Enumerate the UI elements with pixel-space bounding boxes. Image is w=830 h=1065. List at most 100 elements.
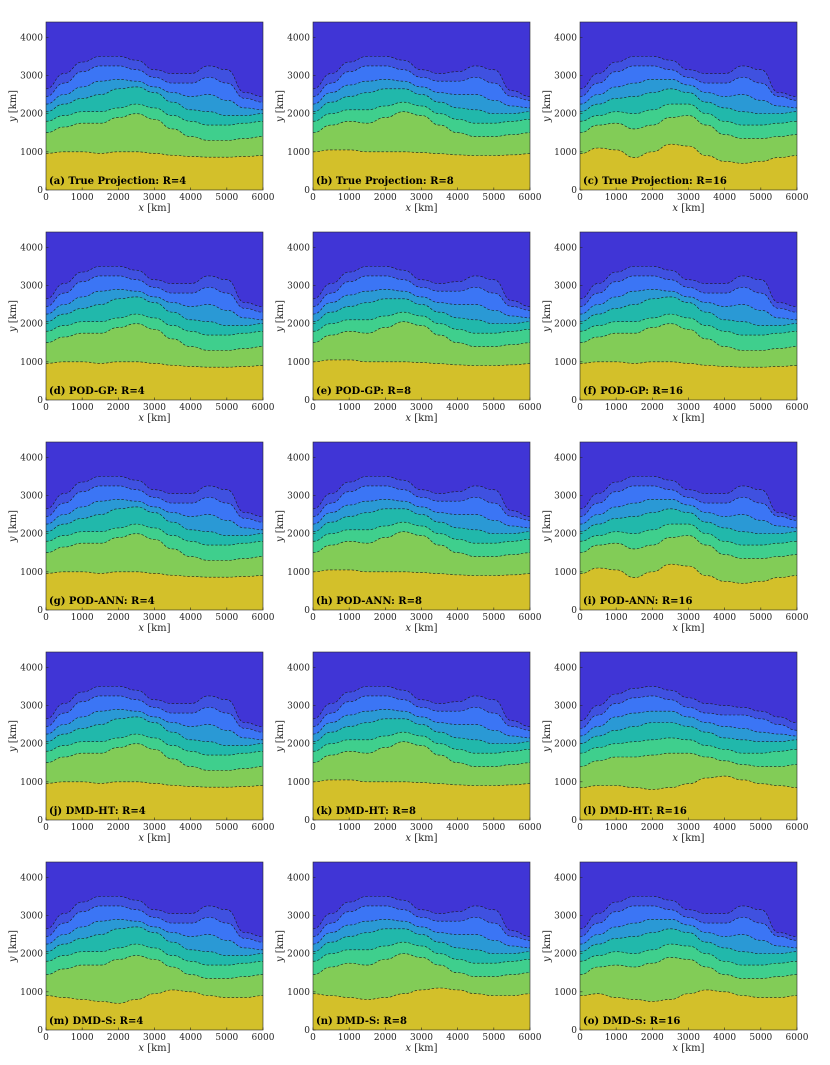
- y-axis-title: y [km]: [8, 510, 19, 543]
- y-tick-label: 2000: [20, 110, 43, 120]
- y-tick-label: 0: [571, 396, 577, 406]
- contour-line: [580, 928, 797, 954]
- y-tick-label: 4000: [20, 243, 43, 253]
- x-tick-label: 2000: [107, 1033, 130, 1043]
- x-tick-label: 5000: [215, 823, 238, 833]
- contour-line: [580, 65, 797, 101]
- contour-band: [46, 989, 263, 1030]
- x-tick-label: 2000: [641, 1033, 664, 1043]
- x-tick-label: 6000: [519, 403, 542, 413]
- contour-line: [313, 718, 530, 744]
- x-tick-label: 0: [310, 823, 316, 833]
- x-tick-label: 2000: [107, 823, 130, 833]
- contour-line: [313, 741, 530, 767]
- x-tick-label: 4000: [179, 193, 202, 203]
- x-axis-title: x [km]: [138, 833, 170, 844]
- contour-line: [580, 508, 797, 534]
- contour-line: [313, 321, 530, 347]
- contour-panel: 0 1000 2000 3000 4000 5000 6000 0 1000 2000 3000 40…: [8, 651, 275, 844]
- y-tick-label: 4000: [287, 243, 310, 253]
- contour-line: [580, 523, 797, 546]
- contour-line: [313, 905, 530, 941]
- contour-line: [580, 737, 797, 754]
- y-tick-label: 4000: [20, 663, 43, 673]
- x-tick-label: 1000: [71, 403, 94, 413]
- x-tick-label: 0: [43, 613, 49, 623]
- y-axis-title: y [km]: [8, 930, 19, 963]
- contour-line: [313, 56, 530, 97]
- x-axis-title: x [km]: [405, 1043, 437, 1054]
- x-tick-label: 3000: [677, 613, 700, 623]
- contour-line: [313, 521, 530, 544]
- y-axis-title: y [km]: [8, 90, 19, 123]
- y-axis-title: y [km]: [275, 300, 286, 333]
- contour-line: [313, 498, 530, 529]
- x-tick-label: 2000: [641, 403, 664, 413]
- x-tick-label: 5000: [482, 1033, 505, 1043]
- x-tick-label: 5000: [749, 1033, 772, 1043]
- x-tick-label: 3000: [410, 823, 433, 833]
- contour-line: [313, 941, 530, 964]
- y-tick-label: 3000: [554, 281, 577, 291]
- y-axis-title: y [km]: [542, 930, 553, 963]
- y-tick-label: 1000: [554, 778, 577, 788]
- contour-line: [313, 78, 530, 109]
- y-tick-label: 4000: [554, 873, 577, 883]
- contour-band: [313, 149, 530, 190]
- x-axis-title: x [km]: [672, 1043, 704, 1054]
- panel-caption: (e) POD-GP: R=8: [316, 386, 411, 397]
- y-tick-label: 0: [37, 186, 43, 196]
- y-tick-label: 2000: [20, 740, 43, 750]
- y-tick-label: 2000: [287, 110, 310, 120]
- x-tick-label: 5000: [215, 193, 238, 203]
- y-tick-label: 0: [304, 396, 310, 406]
- x-tick-label: 1000: [338, 193, 361, 203]
- x-tick-label: 2000: [107, 613, 130, 623]
- x-tick-label: 0: [577, 823, 583, 833]
- contour-line: [46, 323, 263, 351]
- x-tick-label: 5000: [482, 823, 505, 833]
- y-tick-label: 1000: [554, 148, 577, 158]
- x-tick-label: 6000: [786, 613, 809, 623]
- contour-line: [46, 716, 263, 746]
- x-tick-label: 6000: [519, 823, 542, 833]
- contour-line: [580, 288, 797, 321]
- y-tick-label: 1000: [20, 988, 43, 998]
- contour-band: [46, 151, 263, 190]
- contour-line: [580, 943, 797, 966]
- contour-panel: 0 1000 2000 3000 4000 5000 6000 0 1000 2000 3000 40…: [542, 441, 809, 634]
- y-tick-label: 4000: [287, 453, 310, 463]
- x-tick-label: 0: [577, 193, 583, 203]
- y-tick-label: 4000: [554, 453, 577, 463]
- x-tick-label: 4000: [446, 613, 469, 623]
- y-tick-label: 1000: [554, 568, 577, 578]
- contour-line: [580, 989, 797, 1002]
- x-tick-label: 1000: [338, 823, 361, 833]
- x-axis-title: x [km]: [405, 623, 437, 634]
- contour-line: [313, 275, 530, 311]
- contour-band: [580, 144, 797, 190]
- y-tick-label: 1000: [287, 358, 310, 368]
- contour-line: [313, 149, 530, 156]
- y-tick-label: 2000: [287, 740, 310, 750]
- x-tick-label: 1000: [71, 823, 94, 833]
- y-tick-label: 2000: [287, 320, 310, 330]
- contour-line: [313, 708, 530, 739]
- x-tick-label: 3000: [677, 1033, 700, 1043]
- contour-plot-area: [313, 442, 530, 610]
- y-tick-label: 1000: [287, 568, 310, 578]
- y-tick-label: 1000: [287, 988, 310, 998]
- y-tick-label: 3000: [20, 911, 43, 921]
- x-tick-label: 6000: [519, 1033, 542, 1043]
- x-tick-label: 0: [310, 1033, 316, 1043]
- contour-plot-area: [580, 22, 797, 190]
- y-tick-label: 4000: [554, 243, 577, 253]
- y-tick-label: 1000: [554, 358, 577, 368]
- x-tick-label: 5000: [215, 613, 238, 623]
- x-tick-label: 5000: [482, 193, 505, 203]
- contour-line: [46, 781, 263, 788]
- x-tick-label: 2000: [374, 193, 397, 203]
- contour-line: [313, 987, 530, 1000]
- contour-line: [313, 88, 530, 114]
- contour-line: [313, 569, 530, 576]
